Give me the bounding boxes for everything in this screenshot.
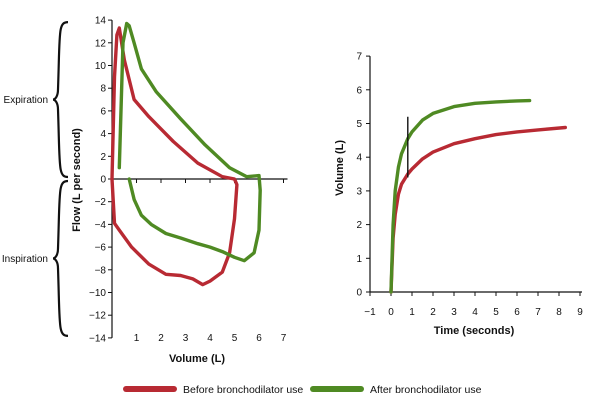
x-tick-label: 9 [577,307,583,318]
y-axis-title-volume: Volume (L) [334,140,346,196]
x-tick-label: 5 [493,307,499,318]
x-tick-label: 6 [256,333,262,344]
x-axis-title-time: Time (seconds) [434,325,515,337]
y-tick-label: 4 [356,153,362,164]
x-tick-label: −1 [364,307,376,318]
flow-volume-series [110,21,262,287]
y-tick-label: 10 [95,61,107,72]
x-tick-label: 4 [207,333,213,344]
legend: Before bronchodilator use After bronchod… [123,384,482,396]
volume-time-series [389,98,567,294]
legend-swatch-after [310,386,364,392]
x-tick-label: 6 [514,307,520,318]
flow-volume-line-before [110,26,239,287]
x-tick-label: 0 [388,307,394,318]
x-axis-title-volume: Volume (L) [169,353,225,365]
y-tick-label: 0 [356,288,362,299]
x-tick-label: 5 [232,333,238,344]
y-tick-label: 2 [100,152,106,163]
y-tick-label: 14 [95,16,107,27]
expiration-label: Expiration [4,95,48,106]
y-tick-label: 4 [100,129,106,140]
x-tick-label: 7 [281,333,287,344]
x-tick-label: 1 [134,333,140,344]
y-tick-label: −2 [95,197,107,208]
volume-time-line-after [389,98,532,294]
y-tick-label: 8 [100,84,106,95]
x-tick-label: 7 [535,307,541,318]
y-tick-label: 0 [100,175,106,186]
y-tick-label: 3 [356,186,362,197]
y-tick-label: 1 [356,254,362,265]
legend-label-before: Before bronchodilator use [183,384,303,396]
x-tick-label: 2 [158,333,164,344]
inspiration-bracket [52,179,69,337]
x-tick-label: 8 [556,307,562,318]
x-tick-label: 3 [451,307,457,318]
y-tick-label: 6 [356,85,362,96]
y-tick-label: −8 [95,265,107,276]
y-axis-title-flow: Flow (L per second) [71,128,83,232]
x-tick-label: 1 [409,307,415,318]
volume-time-line-before [389,125,567,294]
expiration-bracket [52,21,69,179]
y-tick-label: 7 [356,52,362,63]
y-tick-label: 12 [95,38,107,49]
y-tick-label: −4 [95,220,107,231]
inspiration-label: Inspiration [2,254,48,265]
x-tick-label: 2 [430,307,436,318]
y-tick-label: 6 [100,106,106,117]
x-tick-label: 3 [183,333,189,344]
x-tick-label: 4 [472,307,478,318]
y-tick-label: −6 [95,243,107,254]
legend-swatch-before [123,386,177,392]
y-tick-label: −14 [89,333,106,344]
y-tick-label: −10 [89,288,106,299]
y-tick-label: −12 [89,311,106,322]
flow-volume-line-after [117,21,262,263]
y-tick-label: 2 [356,220,362,231]
y-tick-label: 5 [356,119,362,130]
legend-label-after: After bronchodilator use [370,384,482,396]
phase-brackets: Expiration Inspiration [2,21,69,337]
